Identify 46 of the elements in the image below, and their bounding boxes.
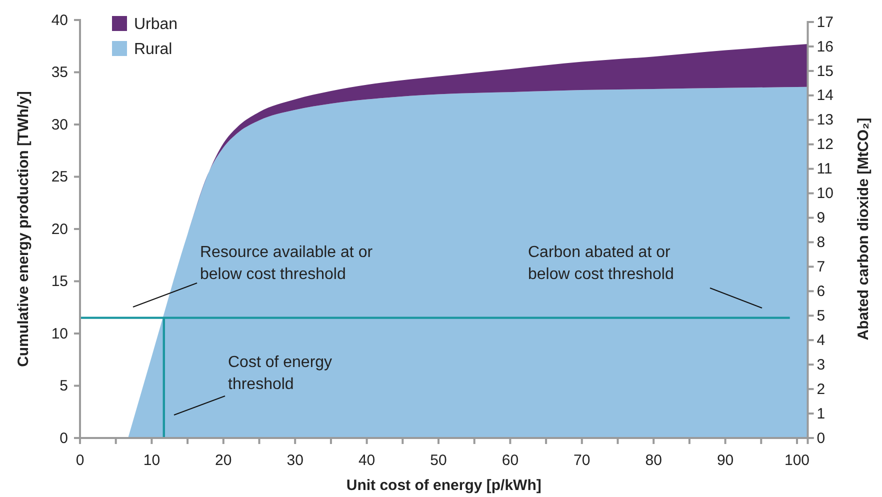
y2-tick-label: 0 xyxy=(816,430,826,447)
x-tick-label: 90 xyxy=(716,452,734,469)
y2-tick-label: 8 xyxy=(816,234,826,252)
x-tick-label: 100 xyxy=(784,452,810,469)
x-tick-label: 80 xyxy=(645,452,662,469)
y2-tick-label: 6 xyxy=(816,282,826,300)
x-tick-label: 50 xyxy=(430,452,447,469)
annotation: Resource available at or below cost threshold xyxy=(200,244,374,283)
x-tick-label: 60 xyxy=(502,452,519,469)
y-tick-label: 10 xyxy=(51,325,68,342)
y-tick-label: 35 xyxy=(51,64,68,82)
y2-tick-label: 5 xyxy=(816,307,826,324)
y-tick-label: 30 xyxy=(51,116,68,134)
y2-tick-label: 2 xyxy=(816,380,826,398)
y2-tick-label: 9 xyxy=(816,210,826,227)
y2-tick-label: 14 xyxy=(816,87,834,104)
y-tick-label: 15 xyxy=(51,273,68,290)
y2-tick-label: 11 xyxy=(816,160,832,178)
y2-tick-label: 13 xyxy=(816,112,834,129)
y-tick-label: 25 xyxy=(51,168,68,186)
y2-tick-label: 10 xyxy=(816,185,834,202)
legend-label: Urban xyxy=(134,16,178,33)
y-tick-label: 40 xyxy=(51,12,68,29)
y2-axis-title: Abated carbon dioxide [MtCO₂] xyxy=(855,118,872,340)
y2-tick-label: 7 xyxy=(816,258,826,276)
y-tick-label: 0 xyxy=(60,430,68,447)
x-tick-label: 30 xyxy=(286,452,304,469)
x-tick-label: 40 xyxy=(358,452,376,469)
y-tick-label: 20 xyxy=(51,220,68,238)
annotation: Carbon abated at or below cost threshold xyxy=(528,244,674,283)
y2-tick-label: 15 xyxy=(816,62,834,80)
x-axis-title: Unit cost of energy [p/kWh] xyxy=(346,477,542,494)
x-tick-label: 10 xyxy=(143,452,160,469)
y2-tick-label: 16 xyxy=(816,38,834,56)
y-tick-label: 5 xyxy=(60,378,68,395)
y2-tick-label: 1 xyxy=(816,405,826,422)
y2-tick-label: 4 xyxy=(816,332,826,349)
x-tick-label: 0 xyxy=(76,452,84,469)
x-tick-label: 20 xyxy=(215,452,232,469)
y2-tick-label: 12 xyxy=(816,136,834,154)
y2-tick-label: 17 xyxy=(816,14,834,31)
y2-tick-label: 3 xyxy=(816,356,826,374)
x-tick-label: 70 xyxy=(574,452,590,469)
annotation: Cost of energy threshold xyxy=(228,354,332,393)
y-axis-title: Cumulative energy production [TWh/y] xyxy=(15,91,32,367)
legend-label: Rural xyxy=(134,41,172,58)
